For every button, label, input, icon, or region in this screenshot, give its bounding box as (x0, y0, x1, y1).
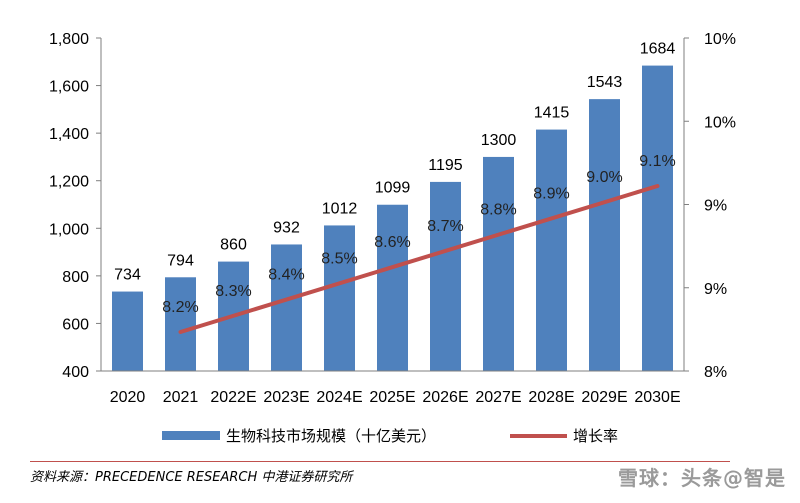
y-tick-label: 400 (62, 364, 89, 381)
bar-series (112, 65, 673, 372)
x-tick-label: 2027E (475, 389, 521, 406)
source-divider (30, 461, 730, 462)
x-tick-label: 2021 (163, 389, 199, 406)
bar (483, 156, 514, 371)
growth-line (178, 184, 660, 334)
y-tick-label: 600 (62, 316, 89, 333)
x-tick-label: 2020 (110, 389, 146, 406)
growth-value-label: 8.6% (374, 234, 410, 251)
bar-value-labels: 734 794 860 932 1012 1099 1195 1300 1415 1543 1684 (114, 41, 675, 284)
bar-value-label: 1195 (428, 157, 463, 174)
y-tick-label: 1,200 (49, 174, 89, 191)
legend-line-label: 增长率 (573, 427, 618, 445)
x-tick-label: 2028E (528, 389, 574, 406)
bar (377, 204, 408, 371)
x-axis: 2020 2021 2022E 2023E 2024E 2025E 2026E 2027E 20… (101, 370, 684, 406)
right-axis: 8% 9% 9% 10% 10% (683, 31, 736, 381)
x-tick-label: 2025E (369, 389, 415, 406)
legend: 生物科技市场规模（十亿美元） 增长率 (162, 427, 618, 445)
bar (642, 65, 673, 371)
growth-value-label: 8.9% (533, 185, 569, 202)
growth-value-label: 9.0% (586, 169, 622, 186)
bar (589, 99, 620, 372)
y-tick-label: 1,400 (49, 126, 89, 143)
legend-bar-swatch (162, 431, 220, 440)
bar-value-label: 1543 (587, 74, 623, 91)
y-tick-label: 1,600 (49, 79, 89, 96)
y-tick-label: 800 (62, 269, 89, 286)
bar-value-label: 1099 (375, 180, 411, 197)
bar (536, 129, 567, 371)
y-tick-label: 1,800 (49, 31, 89, 48)
x-tick-label: 2030E (634, 389, 680, 406)
y2-tick-label: 8% (704, 364, 727, 381)
x-tick-label: 2029E (581, 389, 627, 406)
bar-value-label: 932 (273, 219, 300, 236)
y-tick-label: 1,000 (49, 221, 89, 238)
growth-value-label: 8.4% (268, 267, 304, 284)
bar-value-label: 1012 (322, 200, 358, 217)
bar-value-label: 1415 (534, 105, 570, 122)
bar-value-label: 1684 (640, 41, 676, 58)
y2-tick-label: 10% (704, 31, 736, 48)
bar-value-label: 1300 (481, 132, 517, 149)
growth-value-label: 9.1% (639, 153, 675, 170)
growth-line-series (178, 184, 660, 334)
growth-value-label: 8.8% (480, 202, 516, 219)
growth-value-label: 8.7% (427, 218, 463, 235)
growth-value-label: 8.2% (162, 299, 198, 316)
legend-bar-label: 生物科技市场规模（十亿美元） (226, 427, 436, 445)
growth-value-labels: 8.2% 8.3% 8.4% 8.5% 8.6% 8.7% 8.8% 8.9% 9.0% 9.1% (162, 153, 675, 316)
bar-value-label: 734 (114, 267, 141, 284)
bar (271, 244, 302, 371)
x-tick-label: 2022E (210, 389, 256, 406)
bar (112, 291, 143, 371)
y2-tick-label: 9% (704, 281, 727, 298)
source-note: 资料来源：PRECEDENCE RESEARCH 中港证券研究所 (30, 470, 353, 485)
bar (165, 277, 196, 371)
y2-tick-label: 10% (704, 114, 736, 131)
growth-value-label: 8.3% (215, 283, 251, 300)
bar-value-label: 860 (220, 237, 247, 254)
growth-value-label: 8.5% (321, 250, 357, 267)
bar-value-label: 794 (167, 252, 194, 269)
left-axis: 400 600 800 1,000 1,200 1,400 1,600 1,800 (49, 31, 102, 381)
bar (324, 225, 355, 371)
bar (430, 181, 461, 371)
y2-tick-label: 9% (704, 198, 727, 215)
watermark: 雪球：头条@智是 (618, 466, 786, 490)
x-tick-label: 2026E (422, 389, 468, 406)
x-tick-label: 2024E (316, 389, 362, 406)
x-tick-label: 2023E (263, 389, 309, 406)
